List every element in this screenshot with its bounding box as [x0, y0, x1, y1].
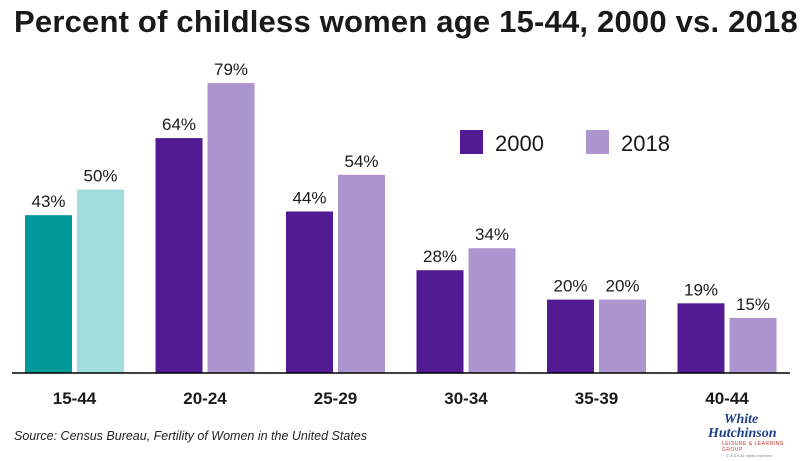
- legend: 2000 2018: [460, 130, 670, 156]
- x-tick-label-25-29: 25-29: [314, 389, 357, 408]
- x-tick-label-30-34: 30-34: [444, 389, 488, 408]
- data-label-40-44-2000: 19%: [684, 280, 718, 299]
- bar-35-39-2018: [599, 299, 646, 373]
- x-axis-ticks: 15-44 20-24 25-29 30-34 35-39 40-44: [53, 389, 750, 408]
- x-tick-label-20-24: 20-24: [183, 389, 227, 408]
- chart-title: Percent of childless women age 15-44, 20…: [14, 4, 798, 39]
- logo-line-2: Hutchinson: [708, 426, 777, 441]
- bar-40-44-2000: [677, 303, 725, 373]
- data-label-30-34-2000: 28%: [423, 247, 457, 266]
- data-label-15-44-2000: 43%: [31, 192, 65, 211]
- x-tick-label-15-44: 15-44: [53, 389, 97, 408]
- bar-25-29-2018: [338, 174, 385, 373]
- bar-20-24-2000: [155, 138, 203, 373]
- logo-line-4: © 2019 All rights reserved: [726, 453, 772, 458]
- logo-line-1: White: [724, 412, 759, 427]
- bar-15-44-2018: [77, 189, 124, 373]
- legend-swatch-2000: [460, 130, 483, 154]
- bar-40-44-2018: [729, 317, 777, 373]
- bar-15-44-2000: [25, 215, 72, 373]
- bar-chart: 43% 50% 64% 79% 44% 54% 28% 34% 20% 20% 19% 15% 15-…: [12, 60, 790, 408]
- data-label-25-29-2018: 54%: [344, 152, 378, 171]
- bars-layer: [25, 83, 777, 373]
- data-labels-layer: 43% 50% 64% 79% 44% 54% 28% 34% 20% 20% 19% 15%: [31, 60, 770, 314]
- data-label-35-39-2018: 20%: [605, 277, 639, 296]
- legend-label-2018: 2018: [621, 131, 670, 156]
- data-label-40-44-2018: 15%: [736, 295, 770, 314]
- data-label-20-24-2000: 64%: [162, 115, 196, 134]
- bar-25-29-2000: [286, 211, 333, 373]
- data-label-35-39-2000: 20%: [553, 277, 587, 296]
- x-tick-label-40-44: 40-44: [705, 389, 749, 408]
- data-label-25-29-2000: 44%: [292, 189, 326, 208]
- x-tick-label-35-39: 35-39: [575, 389, 618, 408]
- white-hutchinson-logo: White Hutchinson LEISURE & LEARNING GROU…: [706, 413, 794, 459]
- bar-35-39-2000: [547, 299, 594, 373]
- data-label-20-24-2018: 79%: [214, 60, 248, 79]
- bar-30-34-2000: [416, 270, 464, 373]
- data-label-15-44-2018: 50%: [83, 167, 117, 186]
- data-label-30-34-2018: 34%: [475, 225, 509, 244]
- bar-30-34-2018: [468, 248, 516, 373]
- logo-line-3: LEISURE & LEARNING GROUP: [722, 441, 785, 453]
- legend-label-2000: 2000: [495, 131, 544, 156]
- legend-swatch-2018: [586, 130, 609, 154]
- source-note: Source: Census Bureau, Fertility of Wome…: [14, 429, 367, 443]
- bar-20-24-2018: [207, 83, 255, 373]
